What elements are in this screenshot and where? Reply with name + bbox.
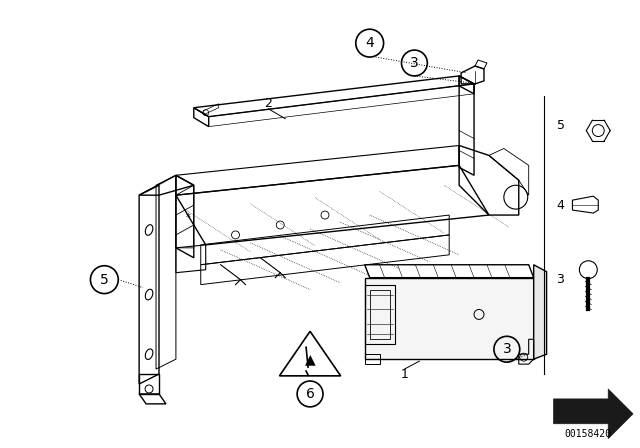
Text: 2: 2 [264, 97, 272, 110]
Text: 4: 4 [557, 198, 564, 211]
Text: 3: 3 [410, 56, 419, 70]
Text: 3: 3 [557, 273, 564, 286]
Text: 4: 4 [365, 36, 374, 50]
Text: 1: 1 [401, 367, 408, 380]
Polygon shape [534, 265, 547, 359]
Polygon shape [365, 278, 534, 359]
Text: 5: 5 [557, 119, 564, 132]
Text: 5: 5 [100, 273, 109, 287]
Text: 00158420: 00158420 [565, 429, 612, 439]
Text: 3: 3 [502, 342, 511, 356]
Text: ▲: ▲ [305, 352, 316, 366]
Polygon shape [554, 389, 633, 439]
Text: 6: 6 [306, 387, 314, 401]
Text: *: * [186, 213, 190, 223]
